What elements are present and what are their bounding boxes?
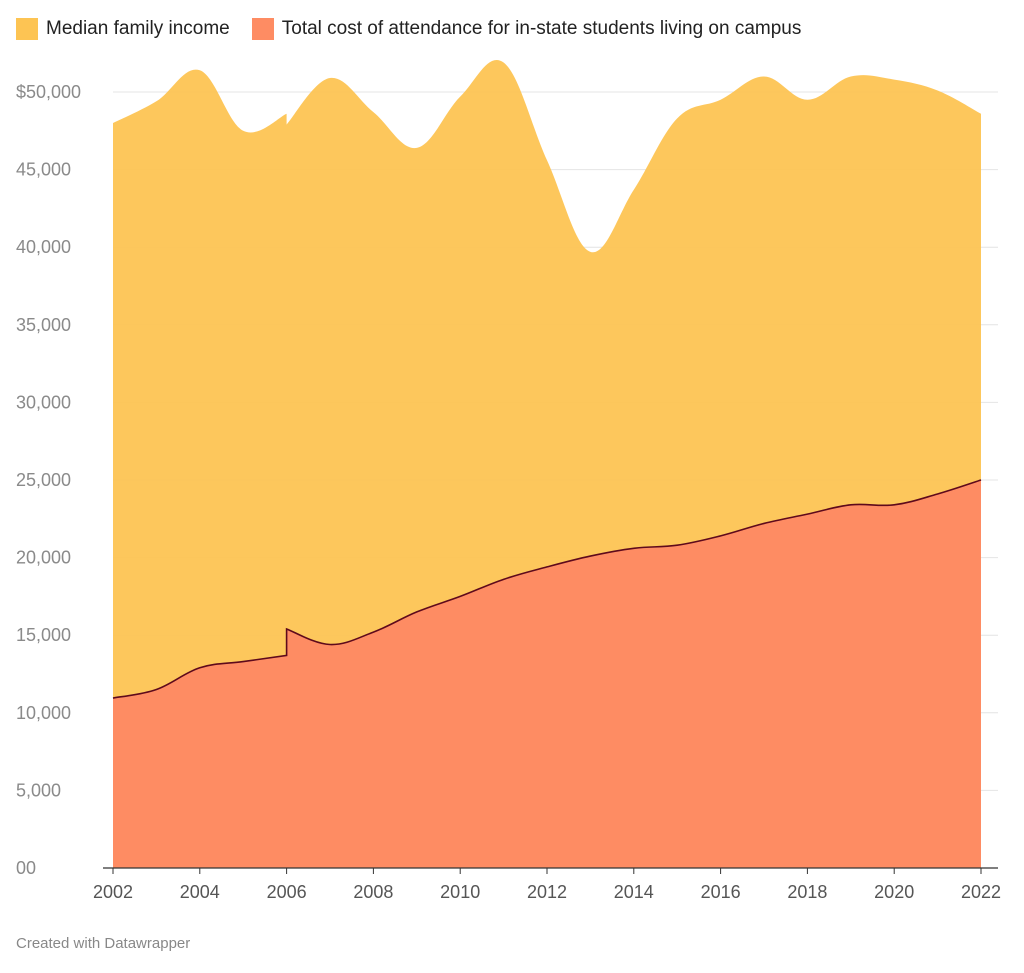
y-tick-label: 35,000: [16, 315, 71, 335]
legend: Median family income Total cost of atten…: [16, 18, 801, 40]
x-tick-label: 2022: [961, 882, 1001, 902]
y-tick-label: 5,000: [16, 780, 61, 800]
x-tick-label: 2014: [614, 882, 654, 902]
x-tick-label: 2002: [93, 882, 133, 902]
legend-label-cost: Total cost of attendance for in-state st…: [281, 18, 802, 39]
x-tick-label: 2004: [180, 882, 220, 902]
x-tick-label: 2006: [267, 882, 307, 902]
legend-item-income: Median family income: [16, 18, 230, 40]
line-total-cost-attendance: [112, 479, 982, 699]
legend-swatch-cost: [251, 18, 274, 40]
x-tick-label: 2016: [701, 882, 741, 902]
area-total-cost-attendance: [113, 480, 981, 868]
x-tick-label: 2020: [874, 882, 914, 902]
x-tick-label: 2012: [527, 882, 567, 902]
y-tick-label: 25,000: [16, 470, 71, 490]
y-tick-label: 00: [16, 858, 36, 878]
legend-swatch-income: [16, 18, 38, 40]
y-tick-label: 30,000: [16, 392, 71, 412]
y-tick-label: 45,000: [16, 160, 71, 180]
x-tick-label: 2010: [440, 882, 480, 902]
y-tick-label: $50,000: [16, 82, 81, 102]
y-tick-label: 15,000: [16, 625, 71, 645]
y-tick-label: 20,000: [16, 548, 71, 568]
legend-label-income: Median family income: [46, 18, 230, 39]
y-tick-label: 40,000: [16, 237, 71, 257]
y-tick-label: 10,000: [16, 703, 71, 723]
x-tick-label: 2008: [353, 882, 393, 902]
footer-credit: Created with Datawrapper: [16, 935, 191, 952]
x-tick-label: 2018: [787, 882, 827, 902]
legend-item-cost: Total cost of attendance for in-state st…: [251, 18, 802, 40]
